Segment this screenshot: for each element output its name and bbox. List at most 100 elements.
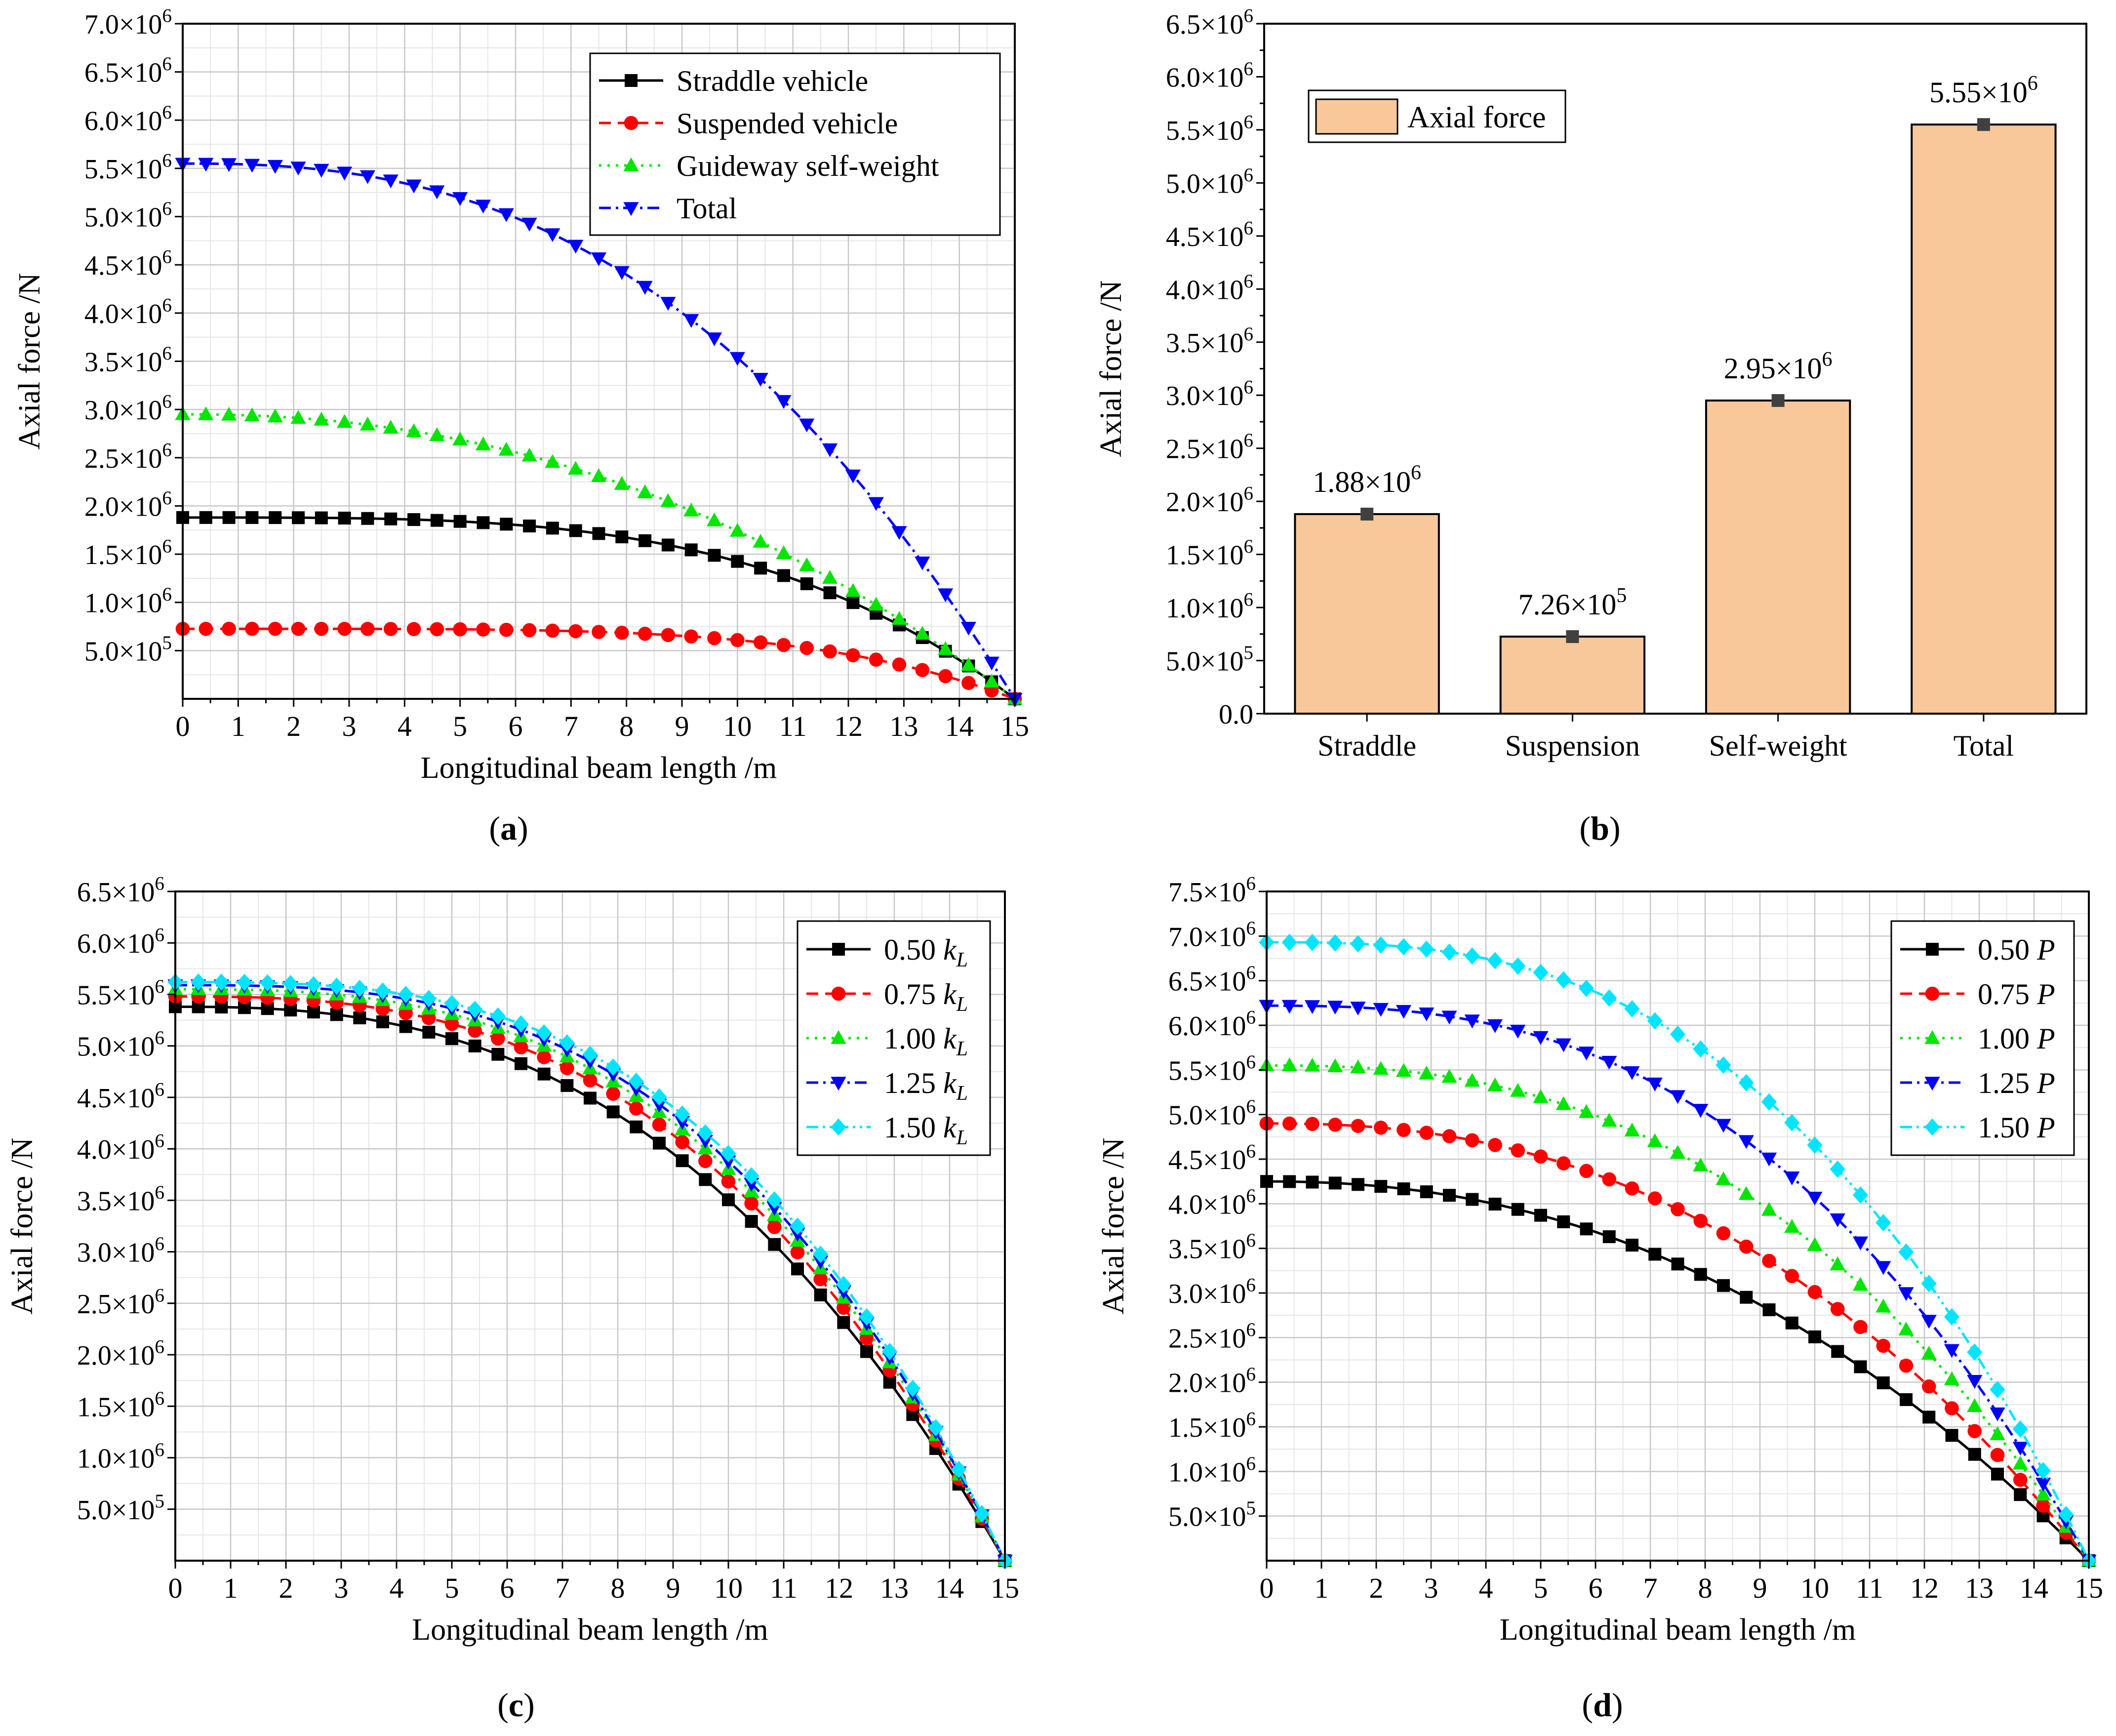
data-point	[199, 511, 212, 524]
data-point	[1762, 1253, 1776, 1268]
data-point	[245, 621, 259, 636]
legend-swatch	[1315, 98, 1398, 135]
data-point	[221, 158, 237, 172]
data-point	[1579, 1164, 1594, 1178]
data-point	[445, 1032, 458, 1045]
x-tick-label: 6	[509, 710, 523, 742]
data-point	[1557, 1215, 1570, 1228]
data-point	[1602, 1172, 1617, 1187]
data-point	[453, 515, 467, 528]
x-axis-title: Longitudinal beam length /m	[1500, 1613, 1856, 1647]
category-label: Total	[1954, 729, 2014, 762]
data-point	[1487, 1077, 1503, 1091]
data-point	[1876, 1261, 1891, 1275]
data-point	[1670, 1025, 1686, 1043]
x-tick-label: 9	[675, 710, 689, 742]
data-point	[244, 159, 260, 173]
data-point	[1465, 1133, 1479, 1148]
data-point	[720, 1145, 736, 1163]
bar-total	[1911, 123, 2057, 715]
data-point	[699, 1173, 712, 1186]
data-point	[1784, 1171, 1800, 1185]
data-point	[1533, 964, 1549, 981]
data-point	[915, 663, 930, 677]
y-tick-label: 5.5×106	[1168, 1051, 1256, 1087]
legend: 0.50 kL 0.75 kL 1.00 kL 1.25 kL 1.50 kL	[797, 920, 991, 1156]
plot-frame	[1266, 890, 2090, 1562]
y-tick-label: 2.5×106	[77, 1285, 164, 1320]
data-point	[675, 1105, 690, 1123]
series-3	[1259, 1057, 2097, 1567]
data-point	[754, 562, 767, 575]
data-point	[1488, 1198, 1502, 1211]
data-point	[1967, 1398, 1983, 1412]
data-point	[522, 623, 537, 638]
y-tick-label: 5.0×105	[84, 632, 172, 667]
data-point	[1441, 1069, 1457, 1083]
data-point	[846, 596, 860, 609]
data-point	[731, 555, 744, 568]
data-point	[1601, 989, 1617, 1007]
mean-marker	[1566, 630, 1579, 643]
y-axis-title: Axial force /N	[1097, 1137, 1130, 1314]
y-tick-label: 5.0×105	[77, 1491, 164, 1526]
data-point	[1487, 1019, 1503, 1033]
data-point	[891, 611, 907, 625]
panel-caption: (d)	[1582, 1686, 1623, 1724]
data-point	[960, 657, 976, 671]
data-point	[937, 588, 954, 603]
data-point	[1647, 1133, 1663, 1147]
data-point	[1281, 1057, 1297, 1072]
data-point	[1304, 1000, 1320, 1014]
data-point	[814, 1288, 827, 1301]
data-point	[1876, 1338, 1891, 1353]
data-point	[1397, 1182, 1410, 1196]
data-point	[1670, 1145, 1686, 1159]
x-tick-label: 6	[500, 1572, 515, 1604]
data-point	[537, 1067, 551, 1081]
data-label: 1.88×106	[1313, 462, 1421, 498]
plot-frame	[1263, 23, 2087, 715]
data-point	[1396, 1063, 1412, 1077]
data-point	[198, 406, 214, 420]
data-point	[882, 1342, 898, 1361]
data-point	[1419, 1126, 1434, 1140]
data-point	[684, 629, 699, 644]
legend-label: 1.25 kL	[884, 1067, 968, 1105]
data-point	[1304, 933, 1320, 951]
data-point	[1488, 1138, 1502, 1152]
y-tick-label: 4.0×106	[77, 1130, 164, 1166]
panel-b: 0.0 5.0×105 1.0×106 1.5×106 2.0×106 2.5×106 3.…	[1094, 5, 2087, 847]
data-point	[684, 543, 698, 557]
panel-d: 0 1 2 3 4 5 6 7 8 9 10 11 12 13 14 155.0×1051.0×1061.5×…	[1097, 873, 2103, 1724]
data-point	[337, 414, 353, 428]
legend-label: 0.75 P	[1978, 978, 2055, 1010]
x-tick-label: 11	[1856, 1572, 1883, 1604]
data-point	[406, 622, 421, 636]
data-point	[721, 1174, 736, 1189]
data-point	[306, 976, 321, 994]
data-point	[813, 1246, 829, 1263]
category-label: Suspension	[1505, 729, 1640, 762]
data-point	[359, 416, 376, 431]
data-point	[822, 570, 838, 584]
data-point	[1602, 1230, 1616, 1244]
legend-marker	[623, 157, 639, 171]
y-tick-label: 4.0×106	[1166, 271, 1253, 306]
data-point	[1761, 1152, 1777, 1167]
data-point	[260, 974, 276, 992]
data-point	[1533, 1149, 1548, 1164]
x-tick-label: 1	[224, 1572, 238, 1604]
data-point	[1441, 943, 1457, 961]
data-point	[430, 514, 443, 527]
data-point	[697, 1134, 713, 1149]
x-tick-label: 7	[1643, 1572, 1658, 1604]
data-point	[1922, 1411, 1936, 1424]
data-point	[523, 520, 536, 533]
data-point	[708, 549, 721, 562]
legend-marker	[623, 202, 639, 216]
data-point	[1304, 1057, 1320, 1072]
mean-marker	[1771, 394, 1785, 407]
y-tick-label: 2.5×106	[1168, 1319, 1256, 1354]
data-point	[1373, 1061, 1389, 1075]
